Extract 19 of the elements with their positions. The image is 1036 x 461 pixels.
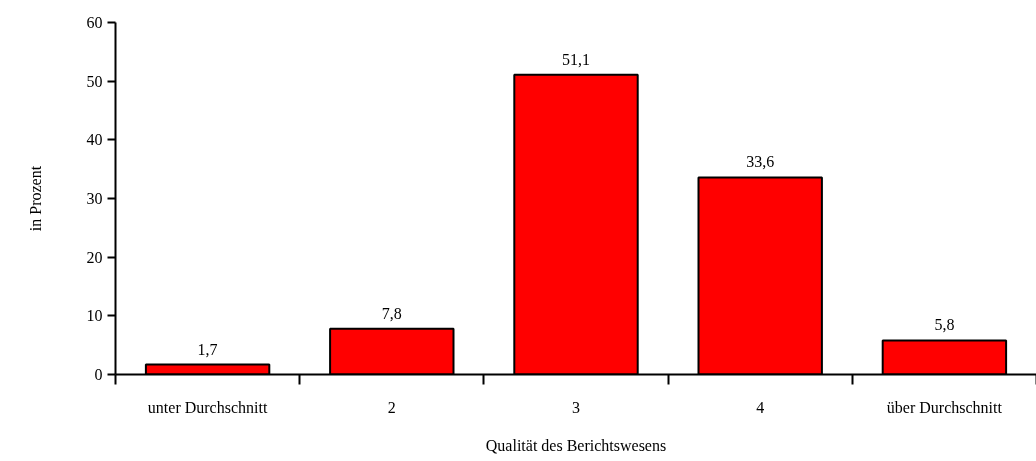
x-tick-label: unter Durchschnitt — [147, 398, 268, 416]
y-tick-label: 0 — [94, 366, 103, 383]
y-tick-label: 40 — [86, 131, 103, 149]
x-tick-label: 2 — [387, 398, 396, 416]
data-label: 51,1 — [562, 50, 590, 68]
data-label: 33,6 — [746, 153, 775, 171]
y-tick-label: 60 — [86, 14, 103, 31]
y-axis-title: in Prozent — [26, 165, 44, 232]
y-tick-label: 10 — [86, 307, 103, 325]
x-axis-title: Qualität des Berichtswesens — [485, 436, 667, 454]
data-label: 1,7 — [197, 340, 218, 358]
x-tick-label: über Durchschnitt — [886, 398, 1003, 416]
data-label: 5,8 — [934, 316, 955, 334]
x-tick-label: 3 — [572, 398, 580, 416]
x-tick-label: 4 — [756, 398, 765, 416]
data-label: 7,8 — [381, 304, 402, 322]
y-tick-label: 30 — [86, 190, 103, 207]
y-tick-label: 50 — [86, 72, 103, 90]
y-tick-label: 20 — [86, 248, 103, 266]
